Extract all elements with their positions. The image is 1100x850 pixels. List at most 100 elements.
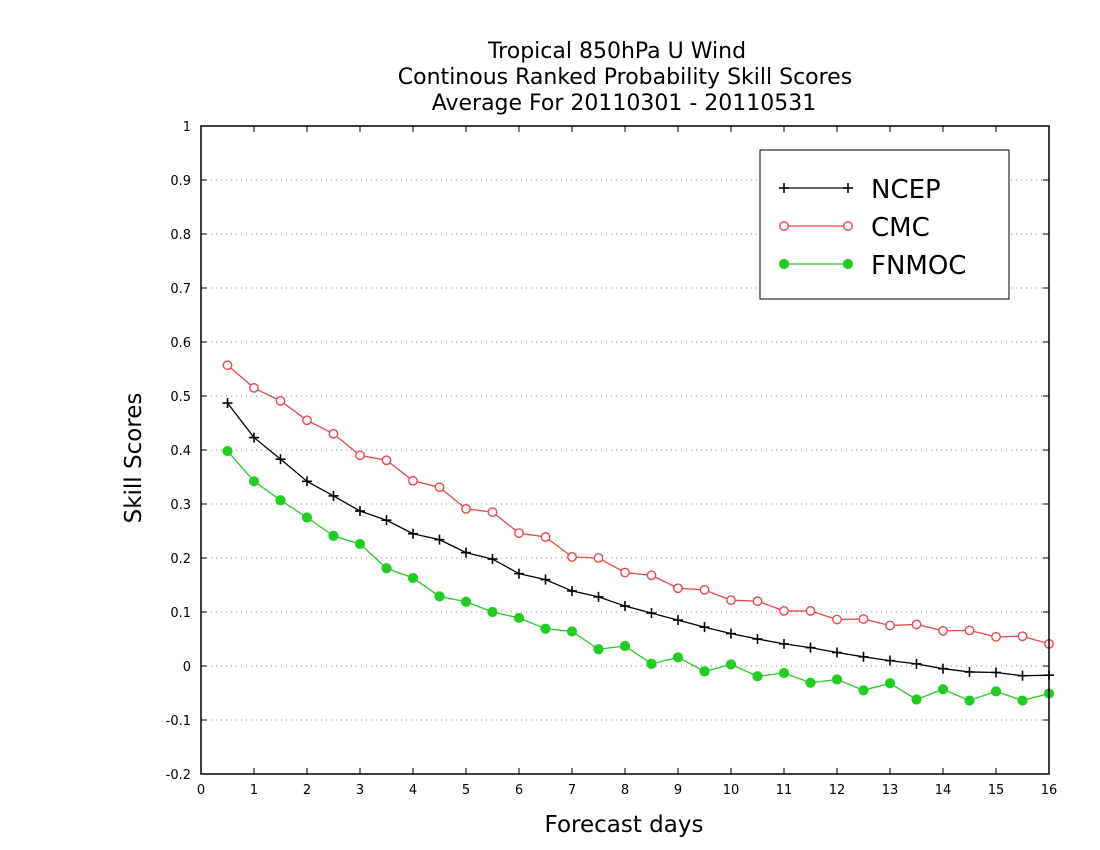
data-point-ncep	[540, 574, 551, 585]
y-tick-label: 0.8	[170, 228, 191, 243]
data-point-fnmoc	[646, 658, 657, 669]
x-tick-label: 8	[621, 783, 629, 798]
data-point-fnmoc	[275, 495, 286, 506]
series-lines	[222, 360, 1055, 706]
data-point-ncep	[434, 534, 445, 545]
x-tick-label: 14	[935, 783, 952, 798]
data-point-cmc	[805, 606, 816, 616]
legend-label-ncep: NCEP	[871, 175, 941, 205]
data-point-fnmoc	[222, 445, 233, 457]
x-tick-label: 1	[250, 783, 258, 798]
data-point-ncep	[938, 663, 948, 674]
data-point-cmc	[355, 450, 365, 461]
data-point-cmc	[911, 619, 922, 630]
data-point-cmc	[938, 626, 948, 636]
chart-title-line-2: Continous Ranked Probability Skill Score…	[398, 65, 852, 90]
x-tick-label: 3	[356, 783, 364, 798]
x-tick-label: 13	[882, 783, 899, 798]
y-tick-label: -0.2	[166, 768, 191, 783]
x-tick-label: 15	[988, 783, 1005, 798]
data-point-fnmoc	[513, 612, 525, 624]
data-point-ncep	[355, 506, 365, 517]
data-point-ncep	[911, 658, 922, 669]
legend: NCEP CMC FNMOC	[759, 149, 1010, 300]
data-point-ncep	[964, 666, 975, 677]
data-point-ncep	[514, 568, 524, 579]
data-point-cmc	[620, 567, 630, 578]
data-point-cmc	[302, 415, 312, 426]
data-point-ncep	[805, 642, 816, 653]
legend-box	[759, 149, 1010, 300]
data-point-cmc	[832, 614, 842, 625]
x-axis-label: Forecast days	[545, 812, 704, 838]
data-point-cmc	[1017, 631, 1028, 642]
series-line-fnmoc	[227, 450, 1050, 702]
data-point-fnmoc	[778, 667, 790, 679]
legend-marker-ncep-end	[843, 183, 853, 193]
data-point-cmc	[779, 606, 789, 616]
data-point-ncep	[487, 554, 498, 565]
data-point-ncep	[461, 547, 471, 558]
data-point-cmc	[514, 528, 524, 539]
data-point-fnmoc	[831, 674, 843, 685]
series-line-ncep	[226, 402, 1050, 677]
data-point-cmc	[593, 553, 604, 563]
data-point-cmc	[275, 395, 286, 406]
x-tick-label: 5	[462, 783, 470, 798]
legend-marker-fnmoc	[778, 258, 790, 270]
data-point-ncep	[222, 398, 233, 409]
data-point-ncep	[1017, 670, 1028, 681]
data-point-ncep	[646, 608, 657, 619]
y-tick-label: 0.5	[170, 390, 191, 405]
data-point-cmc	[991, 631, 1001, 642]
data-point-ncep	[567, 585, 577, 596]
data-point-cmc	[964, 625, 975, 636]
y-tick-label: 1	[183, 120, 191, 135]
legend-marker-ncep	[779, 183, 789, 193]
data-point-fnmoc	[593, 644, 604, 655]
data-point-ncep	[249, 432, 259, 443]
data-point-ncep	[593, 591, 604, 602]
data-point-fnmoc	[884, 678, 896, 689]
legend-label-fnmoc: FNMOC	[871, 251, 966, 281]
data-point-ncep	[275, 454, 286, 465]
data-point-fnmoc	[725, 659, 737, 670]
data-point-fnmoc	[381, 563, 392, 574]
data-point-ncep	[381, 515, 392, 526]
legend-marker-fnmoc-end	[842, 258, 854, 270]
legend-items: NCEP CMC FNMOC	[778, 175, 966, 281]
data-point-cmc	[328, 428, 339, 439]
data-point-ncep	[832, 647, 842, 658]
data-point-fnmoc	[540, 623, 551, 634]
data-point-cmc	[381, 455, 392, 466]
data-point-fnmoc	[672, 652, 684, 663]
data-point-fnmoc	[805, 677, 816, 688]
data-point-cmc	[567, 552, 577, 562]
x-tick-label: 0	[197, 783, 205, 798]
data-point-fnmoc	[619, 640, 631, 652]
data-point-fnmoc	[911, 694, 922, 705]
y-tick-label: 0.2	[170, 552, 191, 567]
data-point-ncep	[779, 638, 789, 649]
data-point-ncep	[752, 634, 763, 644]
x-tick-label: 9	[674, 783, 682, 798]
data-point-ncep	[328, 490, 339, 501]
x-tick-label: 11	[776, 783, 793, 798]
data-point-fnmoc	[460, 596, 472, 607]
data-point-cmc	[540, 532, 551, 542]
data-point-fnmoc	[434, 591, 445, 602]
data-point-ncep	[699, 622, 710, 633]
data-point-fnmoc	[1017, 695, 1028, 706]
data-point-fnmoc	[407, 572, 419, 584]
x-tick-label: 16	[1041, 783, 1058, 798]
data-point-cmc	[249, 382, 259, 393]
y-tick-label: 0.1	[170, 606, 191, 621]
data-point-fnmoc	[752, 671, 763, 682]
chart-title-line-3: Average For 20110301 - 20110531	[432, 91, 817, 116]
y-tick-label: 0.7	[170, 282, 191, 297]
legend-marker-cmc-end	[843, 221, 853, 231]
data-point-fnmoc	[487, 606, 498, 618]
data-point-ncep	[991, 667, 1001, 678]
data-point-cmc	[487, 507, 498, 517]
